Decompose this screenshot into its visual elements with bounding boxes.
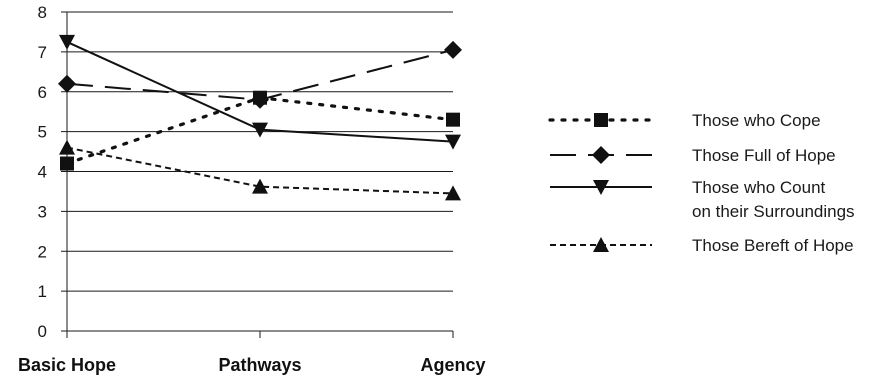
data-point — [445, 134, 461, 150]
x-category-label: Agency — [420, 355, 485, 375]
y-tick-label: 8 — [38, 3, 47, 22]
series-lines — [58, 34, 462, 201]
y-tick-label: 0 — [38, 322, 47, 341]
legend-label: Those Full of Hope — [692, 146, 836, 165]
data-point — [252, 178, 268, 194]
y-tick-label: 1 — [38, 282, 47, 301]
data-point — [251, 90, 269, 109]
legend-marker — [593, 180, 609, 195]
series-line — [66, 146, 454, 195]
legend-item-2: Those who Count on their Surroundings — [550, 178, 855, 221]
data-point — [60, 156, 74, 171]
legend-label: on their Surroundings — [692, 202, 855, 221]
axes: 0 1 2 3 4 5 6 7 8 Basic Hope Pathways Agency — [18, 3, 486, 375]
y-tick-label: 5 — [38, 123, 47, 142]
legend-marker — [594, 113, 608, 127]
gridlines — [67, 11, 453, 292]
series-3 — [59, 139, 461, 201]
data-point — [252, 122, 268, 138]
data-point — [444, 40, 462, 59]
data-point — [446, 112, 460, 127]
legend-label: Those who Count — [692, 178, 826, 197]
data-point — [58, 74, 76, 93]
legend-item-0: Those who Cope — [548, 111, 821, 130]
legend-label: Those who Cope — [692, 111, 821, 130]
x-category-label: Basic Hope — [18, 355, 116, 375]
data-point — [445, 185, 461, 201]
y-tick-label: 6 — [38, 83, 47, 102]
legend-item-3: Those Bereft of Hope — [550, 236, 854, 255]
legend-item-1: Those Full of Hope — [550, 146, 836, 165]
y-tick-label: 2 — [38, 242, 47, 261]
x-category-label: Pathways — [218, 355, 301, 375]
series-1 — [58, 40, 462, 109]
y-tick-label: 7 — [38, 43, 47, 62]
legend-label: Those Bereft of Hope — [692, 236, 854, 255]
legend-marker — [592, 146, 610, 164]
y-tick-label: 3 — [38, 202, 47, 221]
y-tick-label: 4 — [38, 163, 47, 182]
data-point — [59, 139, 75, 155]
data-point — [59, 34, 75, 50]
legend-marker — [593, 237, 609, 252]
series-2 — [59, 34, 461, 150]
legend: Those who Cope Those Full of Hope Those wh… — [548, 111, 855, 255]
